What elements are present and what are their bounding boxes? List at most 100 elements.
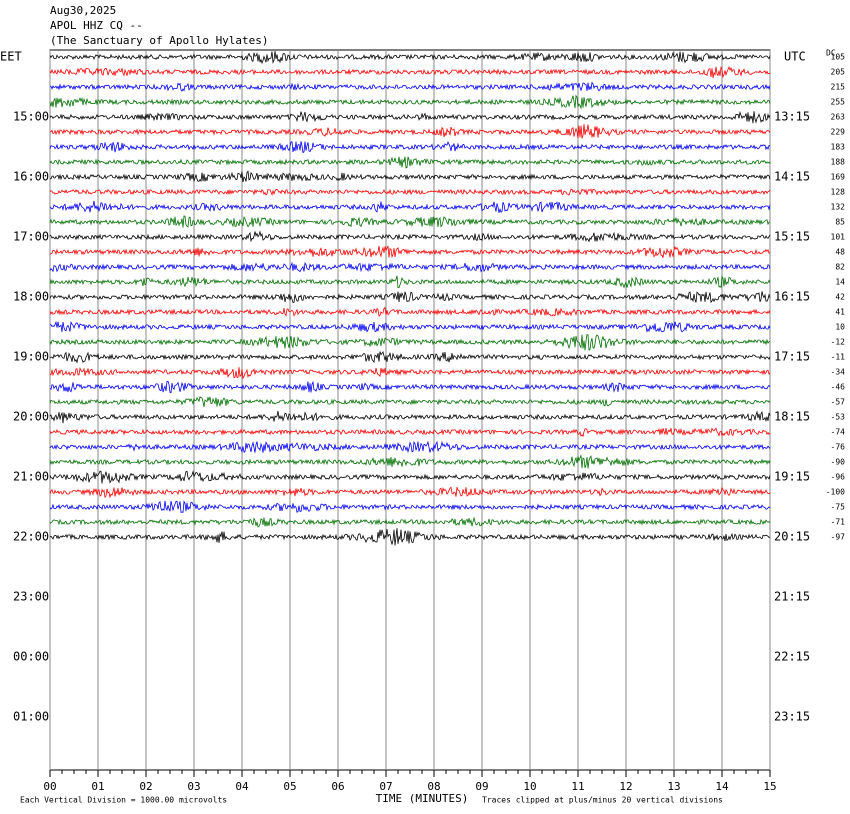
right-time-label: 17:15 <box>774 350 810 364</box>
dc-offset: -90 <box>831 458 846 467</box>
left-time-label: 18:00 <box>13 290 49 304</box>
trace <box>49 230 771 243</box>
trace <box>49 320 771 333</box>
trace <box>49 81 771 92</box>
trace <box>49 440 771 454</box>
dc-offset: -76 <box>831 443 846 452</box>
right-time-label: 18:15 <box>774 410 810 424</box>
trace <box>49 427 771 438</box>
dc-offset: 263 <box>831 113 846 122</box>
dc-offset: -53 <box>831 413 846 422</box>
right-time-label: 22:15 <box>774 650 810 664</box>
dc-offset: 205 <box>831 68 846 77</box>
dc-offset: -97 <box>831 533 846 542</box>
trace <box>49 261 771 273</box>
x-tick-label: 02 <box>139 780 152 793</box>
trace <box>49 470 771 484</box>
trace <box>49 170 771 183</box>
station-code: APOL HHZ CQ -- <box>50 19 143 32</box>
trace <box>49 306 771 317</box>
dc-offset: -11 <box>831 353 846 362</box>
trace <box>49 156 771 169</box>
x-tick-label: 10 <box>523 780 536 793</box>
trace <box>49 528 771 546</box>
x-axis-title: TIME (MINUTES) <box>376 792 469 805</box>
dc-offset: -74 <box>831 428 846 437</box>
trace <box>49 110 771 124</box>
clip-note: Traces clipped at plus/minus 20 vertical… <box>482 796 723 805</box>
dc-header: DC <box>826 49 836 58</box>
x-tick-label: 13 <box>667 780 680 793</box>
left-zone: EET <box>0 50 22 64</box>
left-time-label: 00:00 <box>13 650 49 664</box>
x-tick-label: 12 <box>619 780 632 793</box>
station-name: (The Sanctuary of Apollo Hylates) <box>50 34 269 47</box>
trace <box>49 516 771 528</box>
right-time-label: 21:15 <box>774 590 810 604</box>
trace <box>49 200 771 213</box>
dc-offset: 183 <box>831 143 846 152</box>
dc-offset: -75 <box>831 503 846 512</box>
left-time-label: 20:00 <box>13 410 49 424</box>
trace <box>49 215 771 228</box>
left-time-label: 23:00 <box>13 590 49 604</box>
x-tick-label: 06 <box>331 780 344 793</box>
dc-offset: 169 <box>831 173 846 182</box>
trace <box>49 65 770 79</box>
x-tick-label: 08 <box>427 780 440 793</box>
right-time-label: 15:15 <box>774 230 810 244</box>
dc-offset: -96 <box>831 473 846 482</box>
right-time-label: 14:15 <box>774 170 810 184</box>
trace <box>49 455 771 469</box>
left-time-label: 15:00 <box>13 110 49 124</box>
left-time-label: 16:00 <box>13 170 49 184</box>
x-tick-label: 01 <box>91 780 104 793</box>
dc-offset: 255 <box>831 98 846 107</box>
dc-offset: -34 <box>831 368 846 377</box>
left-time-label: 22:00 <box>13 530 49 544</box>
trace <box>49 366 771 380</box>
right-time-label: 19:15 <box>774 470 810 484</box>
x-tick-label: 14 <box>715 780 729 793</box>
dc-offset: 132 <box>831 203 846 212</box>
right-time-label: 13:15 <box>774 110 810 124</box>
x-tick-label: 15 <box>763 780 776 793</box>
x-tick-label: 00 <box>43 780 56 793</box>
dc-offset: -57 <box>831 398 846 407</box>
trace <box>49 334 771 351</box>
right-time-label: 23:15 <box>774 710 810 724</box>
trace <box>49 94 771 110</box>
right-time-label: 16:15 <box>774 290 810 304</box>
trace <box>49 350 771 364</box>
trace <box>49 245 771 259</box>
trace <box>49 275 771 289</box>
dc-offset: -100 <box>826 488 845 497</box>
dc-offset: 85 <box>835 218 845 227</box>
dc-offset: 101 <box>831 233 846 242</box>
dc-offset: -71 <box>831 518 846 527</box>
trace <box>49 141 771 154</box>
right-time-label: 20:15 <box>774 530 810 544</box>
dc-offset: 229 <box>831 128 846 137</box>
scale-note: Each Vertical Division = 1000.00 microvo… <box>20 796 227 805</box>
dc-offset: 188 <box>831 158 846 167</box>
dc-offset: 41 <box>835 308 845 317</box>
dc-offset: -12 <box>831 338 846 347</box>
dc-offset: 215 <box>831 83 846 92</box>
dc-offset: -46 <box>831 383 846 392</box>
dc-offset: 10 <box>835 323 845 332</box>
dc-offset: 82 <box>835 263 845 272</box>
x-tick-label: 11 <box>571 780 584 793</box>
trace <box>49 380 771 394</box>
trace <box>49 410 771 424</box>
plot-frame <box>49 49 771 771</box>
x-tick-label: 03 <box>187 780 200 793</box>
left-time-label: 17:00 <box>13 230 49 244</box>
x-tick-label: 04 <box>235 780 249 793</box>
left-time-label: 19:00 <box>13 350 49 364</box>
chart-title: Aug30,2025 <box>50 4 116 17</box>
trace <box>49 188 771 197</box>
trace <box>49 50 771 65</box>
